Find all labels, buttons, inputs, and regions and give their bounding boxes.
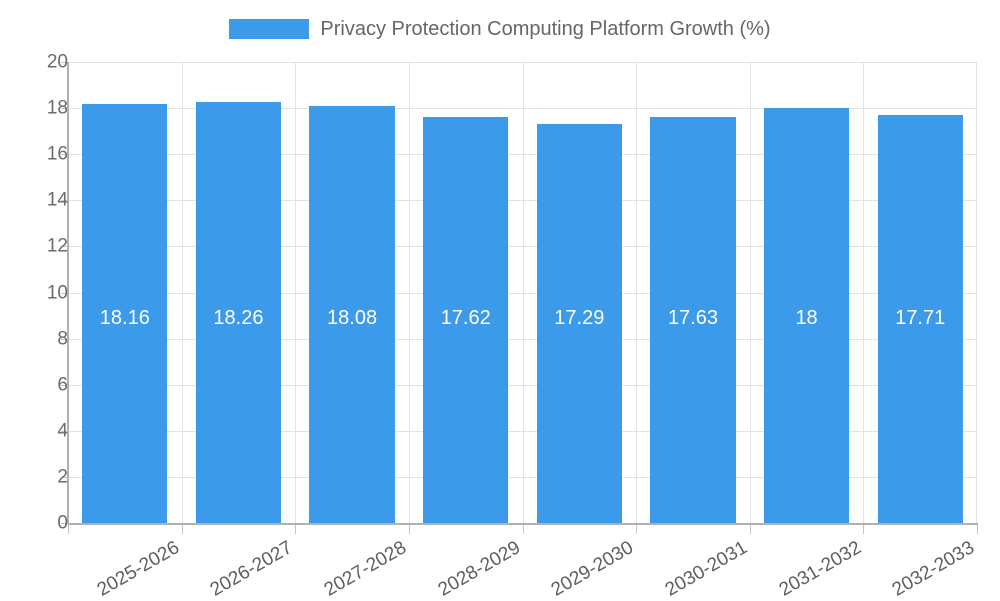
x-tick-label: 2028-2029 (434, 537, 524, 601)
y-tick-label: 10 (46, 282, 68, 303)
x-tick-mark (409, 525, 410, 534)
x-tick-label: 2025-2026 (93, 537, 183, 601)
plot-right-border (976, 62, 977, 523)
x-tick-label: 2031-2032 (775, 537, 865, 601)
bar-value-label: 18.16 (99, 307, 150, 329)
bar[interactable] (763, 108, 850, 523)
y-tick-mark (61, 62, 68, 63)
bar[interactable] (309, 106, 395, 523)
y-gridline (68, 200, 977, 202)
y-tick-mark (61, 476, 68, 478)
y-tick-label: 4 (57, 420, 68, 442)
x-tick-mark (863, 525, 864, 534)
y-tick-mark (61, 108, 68, 110)
y-tick-label: 8 (57, 328, 68, 350)
bar[interactable] (877, 114, 963, 523)
y-tick-label: 18 (46, 97, 68, 119)
y-gridline (68, 430, 977, 432)
chart-legend: Privacy Protection Computing Platform Gr… (0, 12, 1000, 46)
y-tick-label: 12 (46, 235, 68, 257)
y-tick-mark (61, 154, 68, 156)
plot-area: 18.16 18.26 18.08 17.62 17.29 17.63 18 17.71 (68, 62, 977, 524)
x-tick-mark (636, 525, 637, 534)
y-tick-mark (61, 384, 68, 386)
bar[interactable] (536, 124, 622, 523)
y-tick-mark (61, 430, 68, 432)
x-gridline (409, 62, 410, 523)
bar-value-label: 17.29 (554, 307, 605, 329)
x-gridline (295, 62, 296, 523)
bar[interactable] (650, 116, 736, 523)
x-tick-mark (750, 525, 751, 534)
y-gridline (68, 476, 977, 478)
legend-entry[interactable]: Privacy Protection Computing Platform Gr… (229, 18, 771, 40)
bar[interactable] (195, 102, 282, 523)
x-gridline (636, 62, 637, 523)
y-tick-label: 2 (57, 466, 68, 488)
y-gridline (68, 246, 977, 248)
bar[interactable] (82, 104, 168, 523)
x-tick-label: 2027-2028 (320, 537, 411, 601)
y-tick-label: 14 (46, 189, 68, 211)
x-tick-label: 2030-2031 (661, 537, 751, 601)
y-tick-mark (61, 338, 68, 340)
legend-color-swatch (229, 19, 310, 39)
x-gridline (523, 62, 524, 523)
y-axis-line (67, 62, 69, 524)
y-tick-label: 16 (46, 143, 68, 165)
bar-value-label: 17.63 (667, 307, 718, 329)
bar-value-label: 17.62 (440, 307, 491, 329)
x-gridline (863, 62, 864, 523)
y-tick-mark (61, 200, 68, 202)
x-tick-mark (295, 525, 296, 534)
x-tick-mark (182, 525, 183, 534)
bar-value-label: 18.08 (327, 307, 378, 329)
bar-value-label: 17.71 (895, 307, 946, 329)
bar[interactable] (423, 116, 509, 523)
x-tick-label: 2026-2027 (207, 537, 297, 601)
y-gridline (68, 62, 977, 63)
x-tick-mark (68, 525, 69, 534)
x-tick-label: 2029-2030 (548, 537, 638, 601)
y-gridline (68, 292, 977, 294)
x-tick-label: 2032-2033 (888, 537, 979, 601)
y-tick-label: 20 (46, 51, 68, 73)
y-gridline (68, 108, 977, 110)
y-tick-mark (61, 292, 68, 294)
x-tick-mark (523, 525, 524, 534)
y-gridline (68, 154, 977, 156)
y-tick-label: 0 (57, 512, 68, 534)
x-axis-line (68, 523, 978, 525)
y-tick-label: 6 (57, 374, 68, 396)
bar-value-label: 18.26 (213, 307, 264, 329)
y-tick-mark (61, 523, 68, 524)
y-gridline (68, 384, 977, 386)
x-tick-mark (977, 525, 978, 534)
x-gridline (750, 62, 751, 523)
y-gridline (68, 338, 977, 340)
legend-label: Privacy Protection Computing Platform Gr… (320, 18, 771, 40)
y-tick-mark (61, 246, 68, 248)
bar-value-label: 18 (795, 307, 818, 329)
x-gridline (182, 62, 183, 523)
